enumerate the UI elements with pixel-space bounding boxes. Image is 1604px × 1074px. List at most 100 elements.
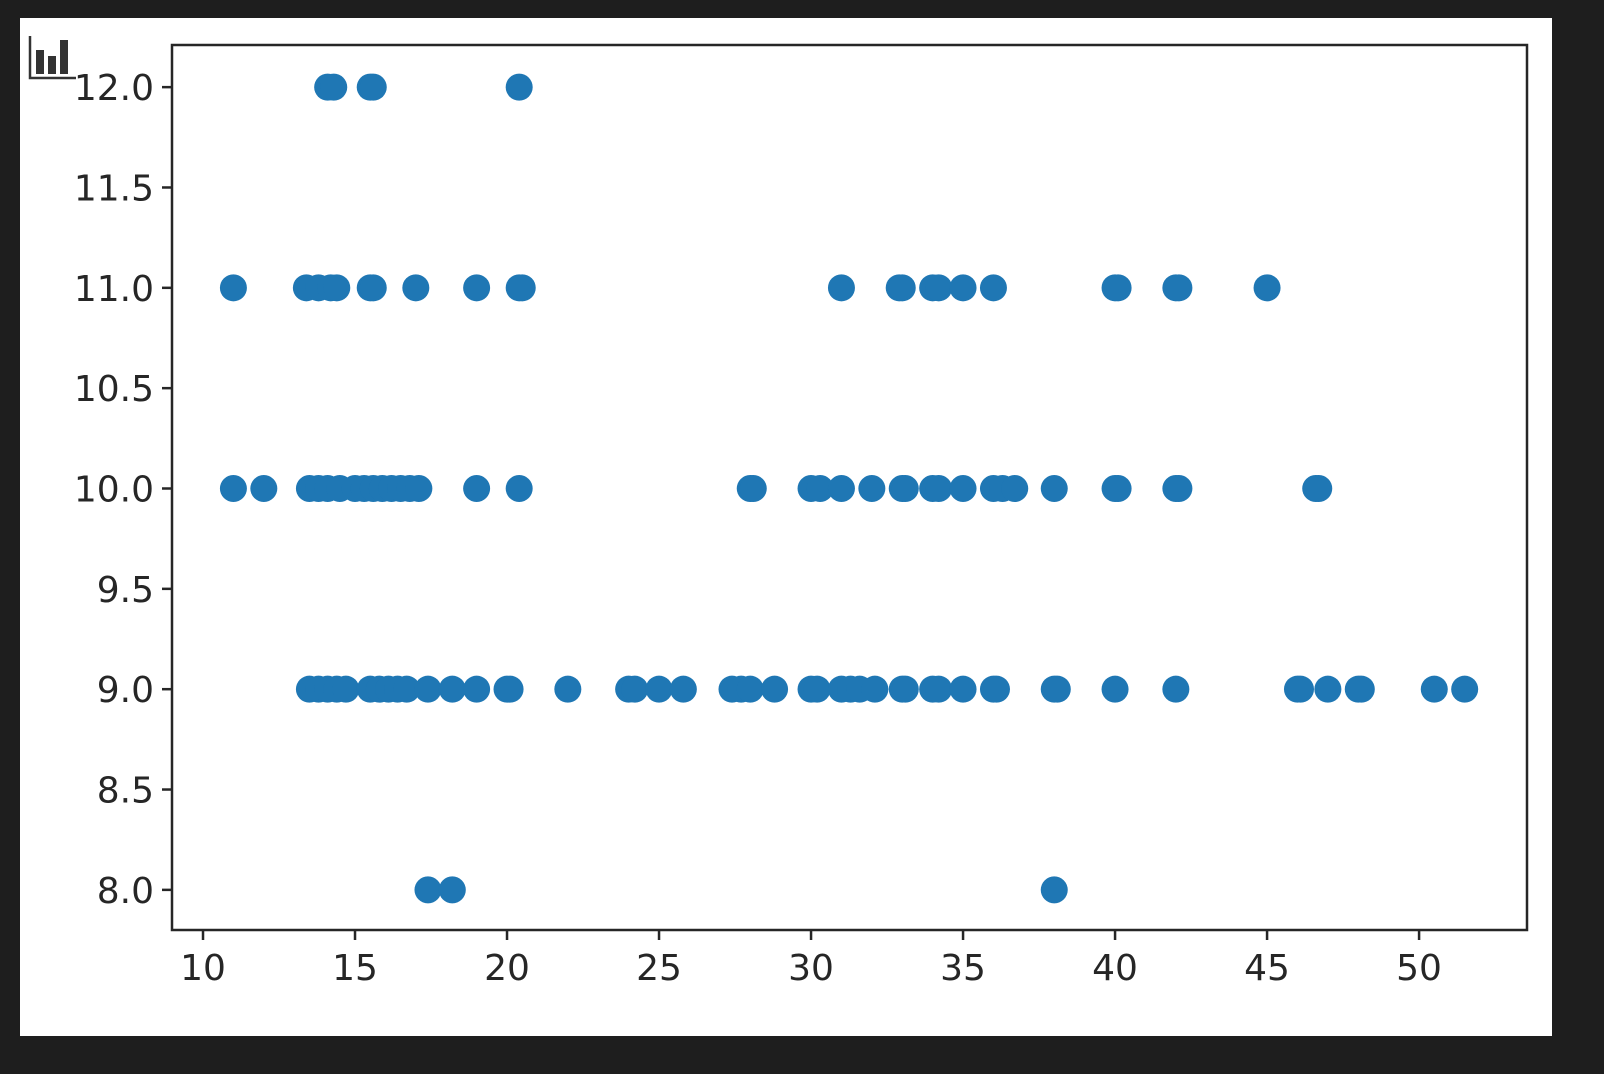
scatter-point: [463, 475, 491, 503]
x-tick-label: 20: [484, 948, 530, 989]
scatter-point: [1420, 675, 1448, 703]
x-tick: 30: [788, 930, 834, 989]
scatter-point: [861, 675, 889, 703]
scatter-point: [463, 274, 491, 302]
scatter-point: [827, 475, 855, 503]
scatter-point: [1305, 475, 1333, 503]
y-tick-label: 8.0: [97, 871, 154, 912]
scatter-point: [736, 675, 764, 703]
scatter-point: [891, 675, 919, 703]
scatter-point: [1253, 274, 1281, 302]
y-tick-label: 12.0: [74, 68, 154, 109]
scatter-point: [1104, 475, 1132, 503]
y-tick-label: 8.5: [97, 771, 154, 812]
scatter-point: [739, 475, 767, 503]
y-tick: 9.0: [97, 670, 172, 711]
scatter-point: [949, 675, 977, 703]
scatter-point: [1314, 675, 1342, 703]
scatter-point: [393, 675, 421, 703]
scatter-point: [858, 475, 886, 503]
y-tick: 11.0: [74, 269, 172, 310]
x-tick-label: 10: [180, 948, 226, 989]
scatter-point: [949, 274, 977, 302]
scatter-point: [320, 73, 348, 101]
x-tick: 35: [940, 930, 986, 989]
scatter-point: [250, 475, 278, 503]
x-tick-label: 15: [332, 948, 378, 989]
x-tick: 50: [1396, 930, 1442, 989]
scatter-point: [1040, 876, 1068, 904]
scatter-point: [1101, 675, 1129, 703]
x-tick: 15: [332, 930, 378, 989]
bar-chart-icon[interactable]: [28, 36, 76, 80]
y-tick: 8.0: [97, 871, 172, 912]
y-tick-label: 10.5: [74, 369, 154, 410]
scatter-point: [669, 675, 697, 703]
x-tick-label: 45: [1244, 948, 1290, 989]
x-tick: 45: [1244, 930, 1290, 989]
scatter-point: [402, 274, 430, 302]
scatter-point: [925, 675, 953, 703]
x-tick: 25: [636, 930, 682, 989]
x-axis: 10 15 20 25 30 35 40 45 50: [180, 930, 1442, 989]
scatter-point: [359, 73, 387, 101]
scatter-point: [1347, 675, 1375, 703]
scatter-point: [414, 876, 442, 904]
y-tick: 9.5: [97, 570, 172, 611]
scatter-point: [1040, 475, 1068, 503]
scatter-point: [925, 274, 953, 302]
scatter-point: [505, 475, 533, 503]
scatter-point: [554, 675, 582, 703]
scatter-point: [1165, 475, 1193, 503]
x-tick-label: 40: [1092, 948, 1138, 989]
scatter-point: [496, 675, 524, 703]
scatter-point: [508, 274, 536, 302]
y-tick-label: 10.0: [74, 470, 154, 511]
scatter-point: [359, 274, 387, 302]
y-tick: 10.5: [74, 369, 172, 410]
x-tick-label: 50: [1396, 948, 1442, 989]
y-axis: 8.0 8.5 9.0 9.5 10.0 10.5 11.0 11.5 12.0: [74, 68, 172, 912]
scatter-point: [1104, 274, 1132, 302]
y-tick-label: 9.0: [97, 670, 154, 711]
x-tick-label: 30: [788, 948, 834, 989]
scatter-point: [1165, 274, 1193, 302]
y-tick-label: 11.5: [74, 168, 154, 209]
scatter-point: [982, 675, 1010, 703]
scatter-point: [463, 675, 491, 703]
scatter-point: [979, 274, 1007, 302]
scatter-point: [414, 675, 442, 703]
y-tick-label: 11.0: [74, 269, 154, 310]
scatter-point: [1001, 475, 1029, 503]
x-tick: 40: [1092, 930, 1138, 989]
scatter-point: [1162, 675, 1190, 703]
y-tick: 12.0: [74, 68, 172, 109]
points-layer: [219, 73, 1479, 904]
scatter-point: [219, 475, 247, 503]
scatter-point: [806, 475, 834, 503]
y-tick: 8.5: [97, 771, 172, 812]
scatter-point: [621, 675, 649, 703]
scatter-point: [219, 274, 247, 302]
scatter-point: [888, 274, 916, 302]
scatter-point: [891, 475, 919, 503]
x-tick-label: 25: [636, 948, 682, 989]
scatter-point: [1451, 675, 1479, 703]
scatter-point: [405, 475, 433, 503]
scatter-point: [323, 274, 351, 302]
scatter-point: [827, 274, 855, 302]
scatter-point: [925, 475, 953, 503]
scatter-point: [438, 876, 466, 904]
y-tick: 10.0: [74, 470, 172, 511]
x-tick-label: 35: [940, 948, 986, 989]
scatter-point: [949, 475, 977, 503]
x-tick: 20: [484, 930, 530, 989]
x-tick: 10: [180, 930, 226, 989]
scatter-point: [803, 675, 831, 703]
y-tick-label: 9.5: [97, 570, 154, 611]
scatter-point: [1043, 675, 1071, 703]
y-tick: 11.5: [74, 168, 172, 209]
scatter-point: [332, 675, 360, 703]
scatter-point: [1287, 675, 1315, 703]
